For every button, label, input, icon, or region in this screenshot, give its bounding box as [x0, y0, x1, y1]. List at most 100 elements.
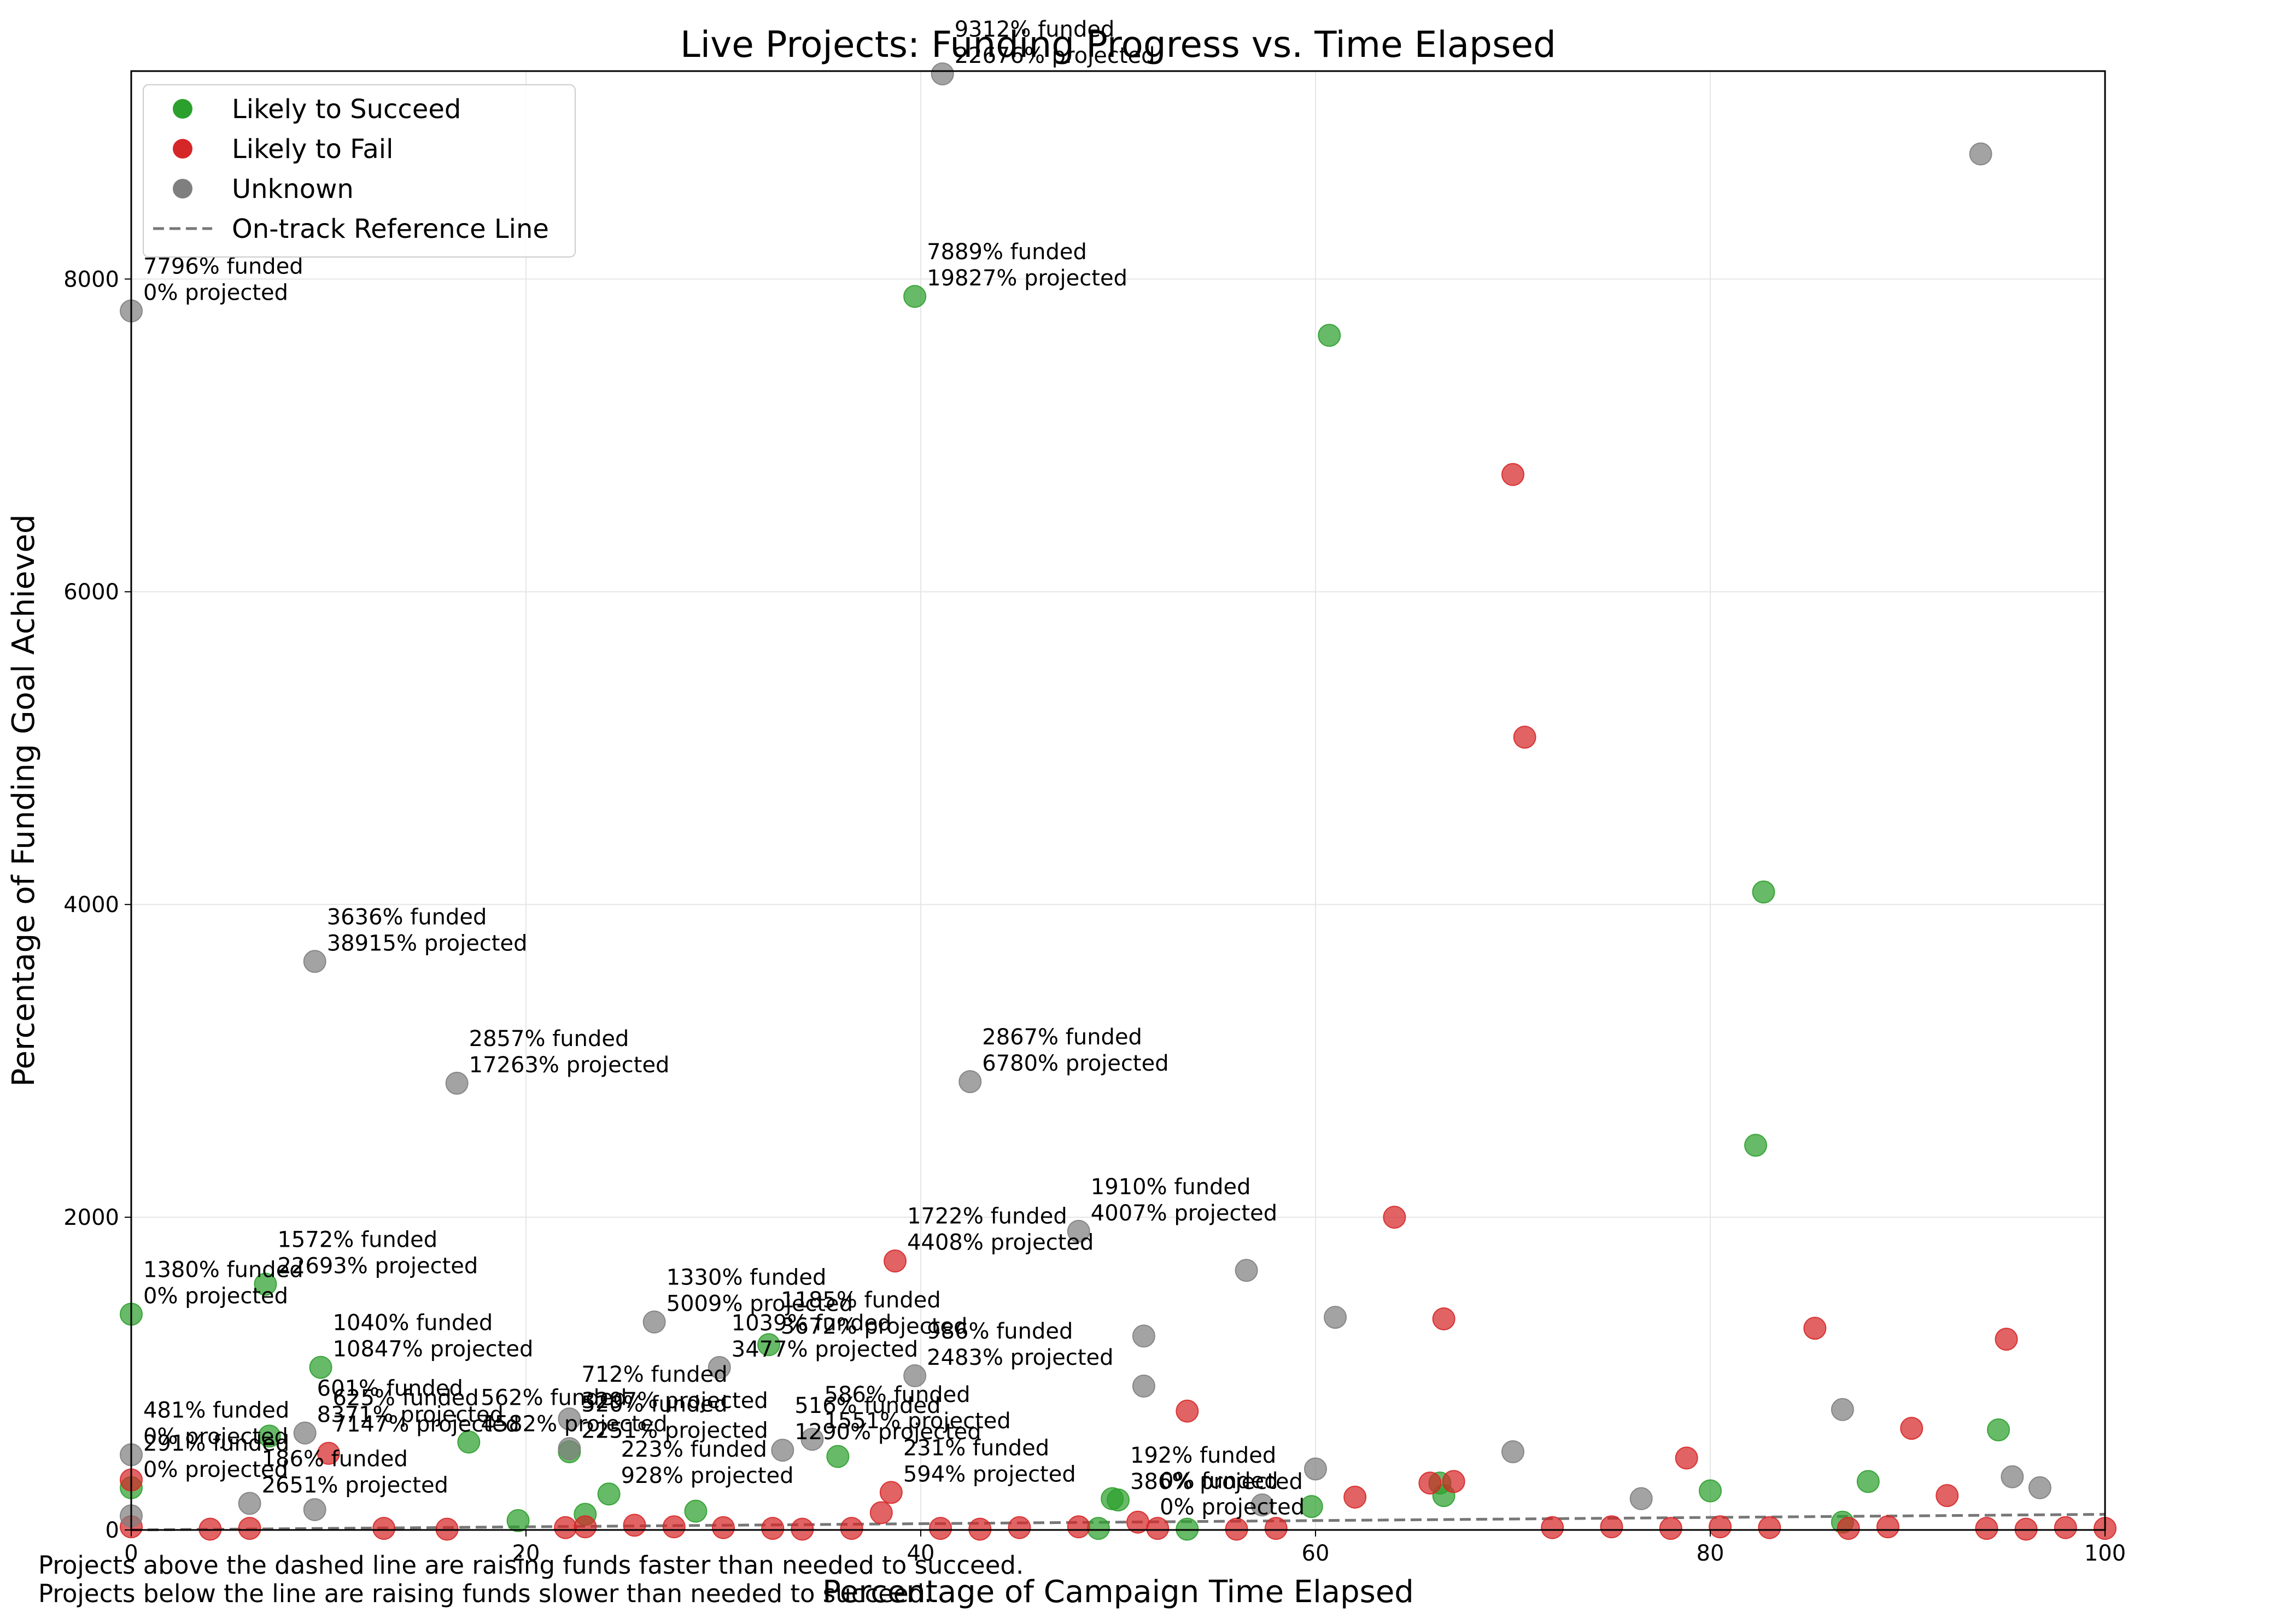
data-point-likely-to-succeed: [684, 1499, 708, 1523]
point-annotation: 712% funded: [581, 1362, 727, 1387]
on-track-reference-line: [131, 1512, 2106, 1532]
data-point-unknown: [1969, 142, 1992, 166]
point-annotation: 10847% projected: [333, 1337, 534, 1362]
data-point-unknown: [1501, 1440, 1524, 1464]
data-point-unknown: [1067, 1219, 1090, 1243]
x-tick-label: 100: [2084, 1541, 2126, 1566]
data-point-unknown: [903, 1364, 927, 1388]
x-tick-label: 0: [124, 1541, 138, 1566]
data-point-likely-to-succeed: [1107, 1488, 1130, 1512]
data-point-unknown: [558, 1437, 581, 1461]
point-annotation: 386% projected: [1130, 1469, 1303, 1494]
data-point-likely-to-succeed: [1744, 1134, 1768, 1157]
point-annotation: 2867% funded: [982, 1025, 1142, 1050]
data-point-likely-to-fail: [1146, 1517, 1170, 1540]
legend-marker: [173, 139, 192, 159]
data-point-likely-to-succeed: [1699, 1479, 1722, 1503]
data-point-likely-to-fail: [761, 1517, 785, 1540]
data-point-likely-to-succeed: [597, 1482, 621, 1506]
data-point-unknown: [1629, 1487, 1653, 1510]
data-point-likely-to-succeed: [757, 1333, 781, 1357]
data-point-likely-to-fail: [1264, 1517, 1288, 1540]
data-point-likely-to-succeed: [826, 1445, 850, 1468]
point-annotation: 601% funded: [317, 1376, 463, 1401]
data-point-likely-to-succeed: [1856, 1470, 1880, 1493]
data-point-likely-to-fail: [1995, 1328, 2018, 1351]
y-tick-label: 4000: [63, 892, 119, 918]
legend: Likely to Succeed Likely to Fail Unknown On…: [143, 84, 576, 258]
footnote-line-2: Projects below the line are raising fund…: [38, 1579, 932, 1608]
x-tick-label: 40: [907, 1541, 935, 1566]
chart-title: Live Projects: Funding Progress vs. Time…: [680, 24, 1556, 66]
data-point-unknown: [1831, 1398, 1854, 1421]
data-point-unknown: [2001, 1465, 2024, 1488]
data-point-likely-to-fail: [712, 1516, 735, 1539]
data-point-unknown: [1304, 1457, 1327, 1481]
point-annotation: 9312% funded: [955, 17, 1115, 42]
data-point-likely-to-fail: [1343, 1485, 1367, 1509]
data-point-unknown: [238, 1492, 261, 1515]
data-points: [120, 62, 2117, 1541]
point-annotation: 2251% projected: [581, 1418, 768, 1443]
point-annotation: 520% funded: [581, 1392, 727, 1417]
data-point-likely-to-fail: [662, 1515, 686, 1539]
point-annotation: 17263% projected: [469, 1053, 670, 1078]
point-annotation: 1910% funded: [1091, 1175, 1251, 1200]
point-annotation: 7889% funded: [927, 239, 1087, 265]
point-annotation: 594% projected: [903, 1462, 1076, 1487]
data-point-unknown: [708, 1356, 731, 1379]
data-point-likely-to-fail: [1709, 1515, 1732, 1539]
y-axis-label: Percentage of Funding Goal Achieved: [6, 515, 42, 1087]
data-point-likely-to-fail: [869, 1501, 893, 1524]
y-tick-label: 0: [106, 1518, 119, 1543]
data-point-likely-to-fail: [317, 1441, 340, 1465]
point-annotation: 0% projected: [143, 1424, 288, 1449]
data-point-likely-to-succeed: [1086, 1517, 1110, 1540]
data-point-likely-to-fail: [1803, 1317, 1827, 1340]
data-point-likely-to-succeed: [309, 1356, 332, 1379]
point-annotation: 2651% projected: [262, 1473, 448, 1498]
data-point-likely-to-fail: [1432, 1307, 1455, 1330]
point-annotation: 0% projected: [143, 281, 288, 306]
legend-label: On-track Reference Line: [232, 214, 549, 244]
data-point-unknown: [1132, 1324, 1155, 1348]
legend-label: Likely to Succeed: [232, 94, 461, 125]
data-point-likely-to-fail: [1067, 1515, 1090, 1539]
data-point-likely-to-fail: [1758, 1516, 1781, 1539]
point-annotation: 5009% projected: [667, 1292, 853, 1317]
data-point-likely-to-fail: [1837, 1517, 1860, 1540]
point-annotation: 22693% projected: [277, 1253, 478, 1278]
data-point-likely-to-fail: [1442, 1470, 1465, 1493]
point-annotation: 1040% funded: [333, 1311, 493, 1336]
axis-ticks: 0 20 40 60 80 100 0 2000 4000 6000 8000: [63, 267, 2126, 1566]
data-point-likely-to-fail: [1975, 1517, 1998, 1540]
point-annotation: 2857% funded: [469, 1026, 629, 1051]
data-point-likely-to-succeed: [1752, 880, 1775, 904]
data-point-likely-to-fail: [1418, 1471, 1442, 1495]
point-annotation: 516% funded: [794, 1393, 940, 1418]
data-point-unknown: [800, 1428, 824, 1451]
data-point-unknown: [445, 1072, 469, 1095]
point-annotation: 562% funded: [481, 1385, 627, 1410]
point-annotation: 8371% projected: [317, 1403, 504, 1428]
data-point-likely-to-fail: [1008, 1516, 1031, 1539]
data-point-likely-to-fail: [1600, 1515, 1623, 1539]
data-point-likely-to-fail: [1876, 1515, 1899, 1539]
point-annotation: 22676% projected: [955, 43, 1155, 68]
data-point-likely-to-succeed: [254, 1272, 277, 1296]
point-annotation: 1380% funded: [143, 1257, 303, 1282]
point-annotation: 0% projected: [143, 1457, 288, 1482]
y-tick-label: 6000: [63, 580, 119, 605]
data-point-unknown: [642, 1310, 666, 1334]
point-annotation: 3297% projected: [581, 1388, 768, 1413]
point-annotation: 4408% projected: [907, 1230, 1094, 1255]
data-point-likely-to-fail: [1900, 1417, 1924, 1440]
data-point-likely-to-fail: [1383, 1206, 1406, 1229]
data-point-unknown: [303, 950, 326, 973]
point-annotation: 3636% funded: [327, 904, 487, 930]
grid: [131, 71, 2106, 1530]
point-annotation: 0% projected: [143, 1283, 288, 1308]
data-point-unknown: [2028, 1476, 2051, 1499]
point-annotation: 19827% projected: [927, 266, 1127, 291]
